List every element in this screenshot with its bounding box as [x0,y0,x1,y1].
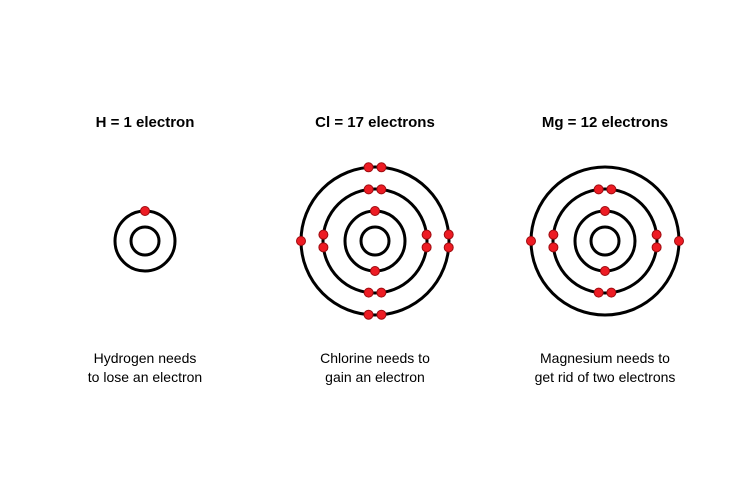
electron [675,237,684,246]
atom-caption: Magnesium needs toget rid of two electro… [535,349,676,385]
electron [607,288,616,297]
electron [364,311,373,320]
atom-diagram-magnesium [515,151,695,331]
electron-shell [323,189,427,293]
electron [377,311,386,320]
atom-title: H = 1 electron [96,114,195,131]
electron [377,288,386,297]
electron [601,207,610,216]
electron-shell [553,189,657,293]
electron-shell [345,211,405,271]
electron [444,243,453,252]
atom-panel-hydrogen: H = 1 electron Hydrogen needsto lose an … [35,114,255,385]
electron [377,185,386,194]
electron [594,185,603,194]
electron [319,230,328,239]
electron [319,243,328,252]
electron [549,230,558,239]
electron [607,185,616,194]
atom-diagram-hydrogen [55,151,235,331]
electron [364,163,373,172]
electron [652,230,661,239]
electron-shell [131,227,159,255]
electron [422,243,431,252]
electron [371,207,380,216]
atom-panel-chlorine: Cl = 17 electrons Chlorine needs togain … [265,114,485,385]
electron [297,237,306,246]
electron-shell [575,211,635,271]
electron [371,267,380,276]
electron [422,230,431,239]
atom-title: Mg = 12 electrons [542,114,668,131]
electron-shell [591,227,619,255]
electron [364,185,373,194]
atom-caption: Hydrogen needsto lose an electron [88,349,202,385]
electron [444,230,453,239]
electron [549,243,558,252]
electron [652,243,661,252]
electron [601,267,610,276]
electron [377,163,386,172]
electron [364,288,373,297]
atom-caption: Chlorine needs togain an electron [320,349,430,385]
atoms-row: H = 1 electron Hydrogen needsto lose an … [0,114,750,385]
atom-diagram-chlorine [285,151,465,331]
electron-shell [115,211,175,271]
electron-shell [361,227,389,255]
atom-title: Cl = 17 electrons [315,114,435,131]
electron [594,288,603,297]
atom-panel-magnesium: Mg = 12 electrons Magnesium needs toget … [495,114,715,385]
electron [527,237,536,246]
electron [141,207,150,216]
